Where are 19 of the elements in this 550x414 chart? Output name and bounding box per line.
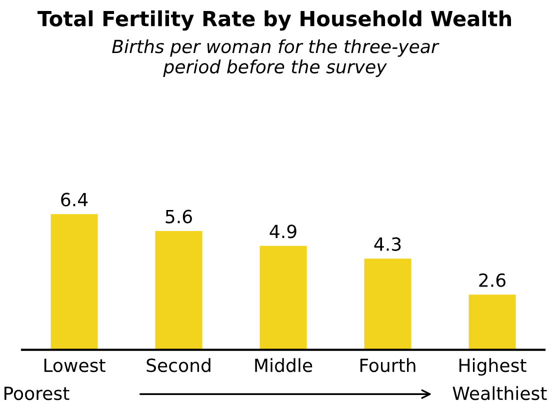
x-tick-label: Lowest: [44, 358, 106, 372]
bar: [155, 231, 202, 350]
data-label: 6.4: [61, 192, 88, 206]
x-tick-label: Fourth: [360, 358, 416, 372]
x-tick-label: Second: [146, 358, 210, 372]
data-label: 4.3: [374, 237, 401, 251]
text: Wealthiest: [452, 386, 547, 400]
text: Poorest: [4, 386, 70, 400]
data-label: 5.6: [166, 210, 192, 224]
data-label: 4.9: [270, 224, 296, 238]
bar: [50, 214, 98, 350]
x-tick-label: Middle: [255, 358, 312, 372]
bar: [468, 294, 516, 350]
chart-subtitle: Births per woman for the three-year period before the survey: [112, 39, 440, 78]
bar: [260, 246, 307, 350]
bar: [364, 258, 412, 350]
chart-title: Total Fertility Rate by Household Wealth: [37, 10, 511, 31]
x-tick-label: Highest: [459, 358, 526, 376]
data-label: 2.6: [479, 273, 506, 288]
